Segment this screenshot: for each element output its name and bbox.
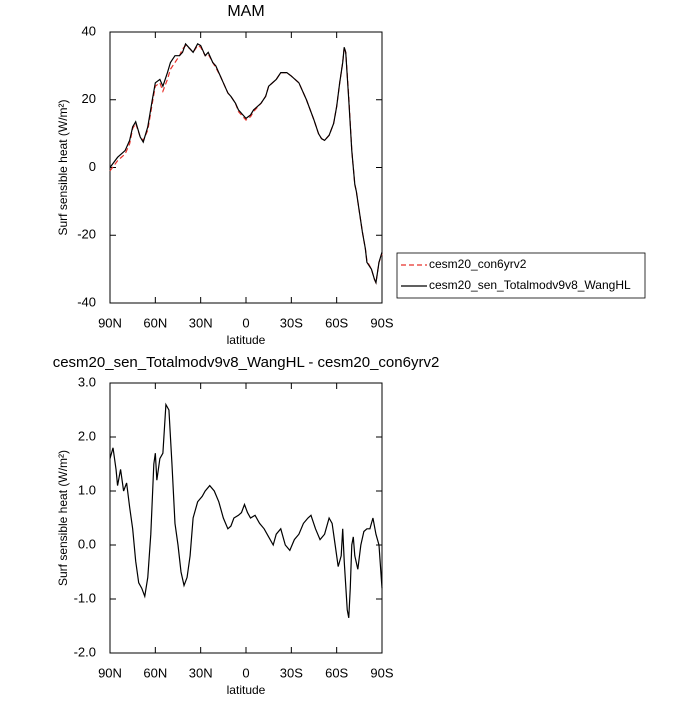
x-tick-label: 0	[242, 665, 249, 680]
x-tick-label: 30S	[280, 315, 303, 330]
x-tick-label: 0	[242, 315, 249, 330]
y-tick-label: 1.0	[78, 482, 96, 497]
x-tick-label: 60N	[143, 315, 167, 330]
legend-box	[396, 252, 646, 299]
y-tick-label: 3.0	[78, 374, 96, 389]
x-tick-label: 90N	[98, 315, 122, 330]
data-line	[109, 402, 383, 619]
x-tick-label: 60S	[325, 665, 348, 680]
y-tick-label: 40	[82, 23, 96, 38]
y-tick-label: 0.0	[78, 536, 96, 551]
y-axis-label: Surf sensible heat (W/m²)	[56, 450, 70, 586]
x-tick-label: 90S	[370, 665, 393, 680]
x-axis-label: latitude	[227, 683, 266, 697]
x-tick-label: 30N	[189, 315, 213, 330]
y-tick-label: 2.0	[78, 428, 96, 443]
y-axis-label: Surf sensible heat (W/m²)	[56, 99, 70, 235]
y-tick-label: -2.0	[74, 644, 96, 659]
legend-label: cesm20_con6yrv2	[429, 257, 527, 271]
x-tick-label: 60N	[143, 665, 167, 680]
x-tick-label: 60S	[325, 315, 348, 330]
y-tick-label: 20	[82, 91, 96, 106]
data-line	[109, 42, 383, 285]
y-tick-label: 0	[89, 159, 96, 174]
data-line	[109, 44, 383, 285]
x-axis-label: latitude	[227, 333, 266, 347]
y-tick-label: -20	[77, 227, 96, 242]
plot-frame	[109, 382, 383, 654]
legend-label: cesm20_sen_Totalmodv9v8_WangHL	[429, 278, 631, 292]
x-tick-label: 90N	[98, 665, 122, 680]
y-tick-label: -1.0	[74, 590, 96, 605]
y-tick-label: -40	[77, 294, 96, 309]
chart-title: cesm20_sen_Totalmodv9v8_WangHL - cesm20_…	[53, 354, 440, 371]
x-tick-label: 30S	[280, 665, 303, 680]
x-tick-label: 90S	[370, 315, 393, 330]
x-tick-label: 30N	[189, 665, 213, 680]
chart-title: MAM	[227, 3, 264, 20]
